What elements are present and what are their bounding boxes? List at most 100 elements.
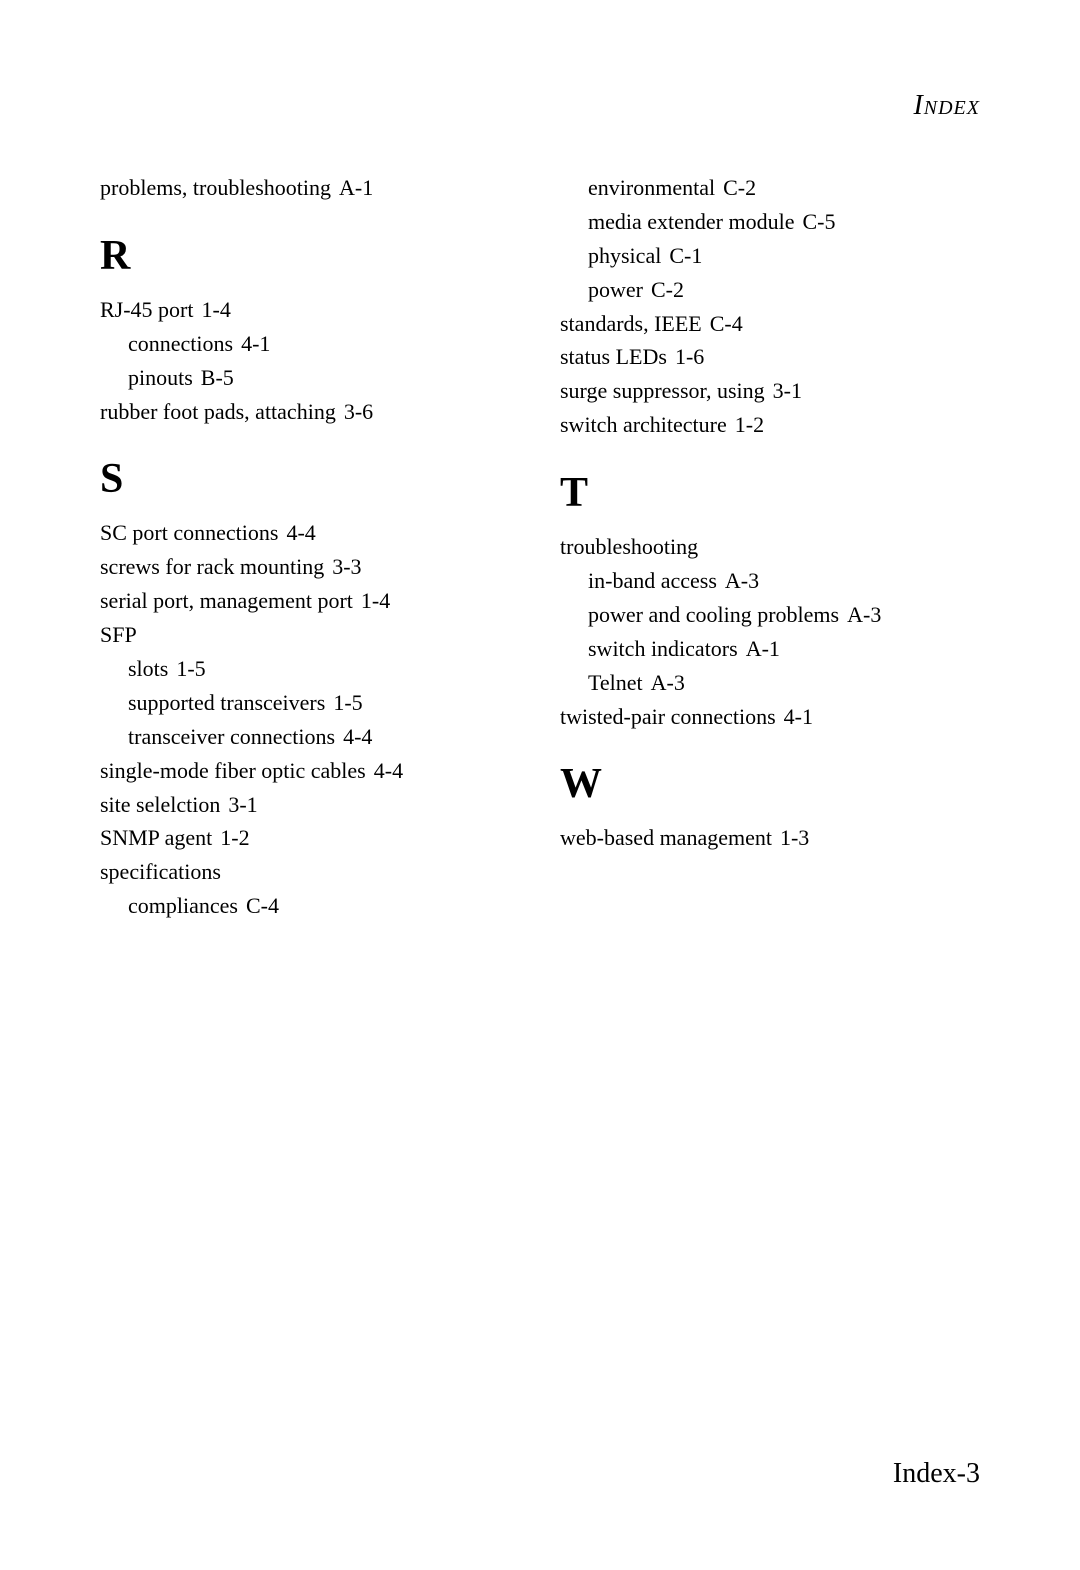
index-subentry: Telnet A-3 bbox=[560, 667, 980, 699]
index-term: transceiver connections bbox=[128, 724, 335, 749]
index-locator: A-3 bbox=[847, 602, 881, 627]
index-term: SNMP agent bbox=[100, 825, 212, 850]
index-subentry: physical C-1 bbox=[560, 240, 980, 272]
index-term: web-based management bbox=[560, 825, 772, 850]
index-term: screws for rack mounting bbox=[100, 554, 324, 579]
index-letter-heading: T bbox=[560, 469, 980, 517]
index-locator: C-2 bbox=[651, 277, 684, 302]
index-locator: 3-1 bbox=[773, 378, 802, 403]
index-subentry: supported transceivers 1-5 bbox=[100, 687, 520, 719]
index-term: pinouts bbox=[128, 365, 193, 390]
index-entry: switch architecture 1-2 bbox=[560, 409, 980, 441]
index-letter-heading: R bbox=[100, 232, 520, 280]
index-locator: 1-5 bbox=[176, 656, 205, 681]
index-locator: 1-2 bbox=[735, 412, 764, 437]
index-entry: twisted-pair connections 4-1 bbox=[560, 701, 980, 733]
index-term: Telnet bbox=[588, 670, 643, 695]
index-locator: 1-4 bbox=[361, 588, 390, 613]
index-subentry: compliances C-4 bbox=[100, 890, 520, 922]
index-term: in-band access bbox=[588, 568, 717, 593]
index-entry: serial port, management port 1-4 bbox=[100, 585, 520, 617]
index-term: surge suppressor, using bbox=[560, 378, 765, 403]
index-locator: 1-4 bbox=[202, 297, 231, 322]
index-entry: SFP bbox=[100, 619, 520, 651]
index-term: connections bbox=[128, 331, 233, 356]
index-entry: RJ-45 port 1-4 bbox=[100, 294, 520, 326]
index-term: problems, troubleshooting bbox=[100, 175, 331, 200]
index-locator: 3-1 bbox=[228, 792, 257, 817]
index-subentry: power C-2 bbox=[560, 274, 980, 306]
index-term: compliances bbox=[128, 893, 238, 918]
index-term: SFP bbox=[100, 622, 137, 647]
index-subentry: slots 1-5 bbox=[100, 653, 520, 685]
index-entry: screws for rack mounting 3-3 bbox=[100, 551, 520, 583]
index-subentry: transceiver connections 4-4 bbox=[100, 721, 520, 753]
index-entry: standards, IEEE C-4 bbox=[560, 308, 980, 340]
index-locator: 1-6 bbox=[675, 344, 704, 369]
index-locator: C-4 bbox=[710, 311, 743, 336]
index-locator: 1-3 bbox=[780, 825, 809, 850]
index-subentry: environmentalC-2 bbox=[560, 172, 980, 204]
index-term: specifications bbox=[100, 859, 221, 884]
index-locator: C-5 bbox=[802, 209, 835, 234]
index-locator: C-4 bbox=[246, 893, 279, 918]
index-entry: SNMP agent 1-2 bbox=[100, 822, 520, 854]
left-column: problems, troubleshooting A-1 R RJ-45 port 1… bbox=[100, 172, 520, 924]
index-locator: A-3 bbox=[651, 670, 685, 695]
index-entry: rubber foot pads, attaching 3-6 bbox=[100, 396, 520, 428]
index-term: serial port, management port bbox=[100, 588, 353, 613]
index-subentry: pinouts B-5 bbox=[100, 362, 520, 394]
index-locator: 4-1 bbox=[241, 331, 270, 356]
running-head: Index bbox=[100, 90, 980, 122]
index-locator: 1-5 bbox=[333, 690, 362, 715]
index-entry: single-mode fiber optic cables 4-4 bbox=[100, 755, 520, 787]
index-letter-heading: S bbox=[100, 455, 520, 503]
index-columns: problems, troubleshooting A-1 R RJ-45 port 1… bbox=[100, 172, 980, 924]
index-term: rubber foot pads, attaching bbox=[100, 399, 336, 424]
index-locator: 4-4 bbox=[343, 724, 372, 749]
index-locator: 1-2 bbox=[220, 825, 249, 850]
index-entry: web-based management 1-3 bbox=[560, 822, 980, 854]
index-term: switch architecture bbox=[560, 412, 727, 437]
index-term: troubleshooting bbox=[560, 534, 698, 559]
index-entry: site selelction 3-1 bbox=[100, 789, 520, 821]
index-locator: B-5 bbox=[201, 365, 234, 390]
index-subentry: power and cooling problemsA-3 bbox=[560, 599, 980, 631]
index-subentry: switch indicators A-1 bbox=[560, 633, 980, 665]
index-entry: SC port connections 4-4 bbox=[100, 517, 520, 549]
index-locator: 4-1 bbox=[784, 704, 813, 729]
index-term: environmental bbox=[588, 175, 715, 200]
index-term: single-mode fiber optic cables bbox=[100, 758, 366, 783]
index-entry: surge suppressor, using 3-1 bbox=[560, 375, 980, 407]
index-term: RJ-45 port bbox=[100, 297, 194, 322]
right-column: environmentalC-2media extender moduleC-5… bbox=[560, 172, 980, 924]
index-locator: 4-4 bbox=[374, 758, 403, 783]
index-term: SC port connections bbox=[100, 520, 278, 545]
index-subentry: media extender module C-5 bbox=[560, 206, 980, 238]
index-locator: A-1 bbox=[746, 636, 780, 661]
index-subentry: connections 4-1 bbox=[100, 328, 520, 360]
index-term: physical bbox=[588, 243, 661, 268]
index-entry: problems, troubleshooting A-1 bbox=[100, 172, 520, 204]
page-number: Index-3 bbox=[893, 1458, 980, 1490]
index-entry: specifications bbox=[100, 856, 520, 888]
index-locator: 4-4 bbox=[286, 520, 315, 545]
index-locator: 3-3 bbox=[332, 554, 361, 579]
index-entry: troubleshooting bbox=[560, 531, 980, 563]
index-term: slots bbox=[128, 656, 168, 681]
index-term: site selelction bbox=[100, 792, 220, 817]
index-locator: C-1 bbox=[669, 243, 702, 268]
index-term: switch indicators bbox=[588, 636, 738, 661]
index-locator: A-3 bbox=[725, 568, 759, 593]
index-term: standards, IEEE bbox=[560, 311, 702, 336]
index-subentry: in-band access A-3 bbox=[560, 565, 980, 597]
index-term: status LEDs bbox=[560, 344, 667, 369]
index-letter-heading: W bbox=[560, 760, 980, 808]
index-term: power bbox=[588, 277, 643, 302]
index-page: Index problems, troubleshooting A-1 R RJ-45… bbox=[0, 0, 1080, 1570]
index-term: media extender module bbox=[588, 209, 794, 234]
index-locator: A-1 bbox=[339, 175, 373, 200]
index-term: supported transceivers bbox=[128, 690, 325, 715]
index-term: twisted-pair connections bbox=[560, 704, 776, 729]
index-locator: 3-6 bbox=[344, 399, 373, 424]
